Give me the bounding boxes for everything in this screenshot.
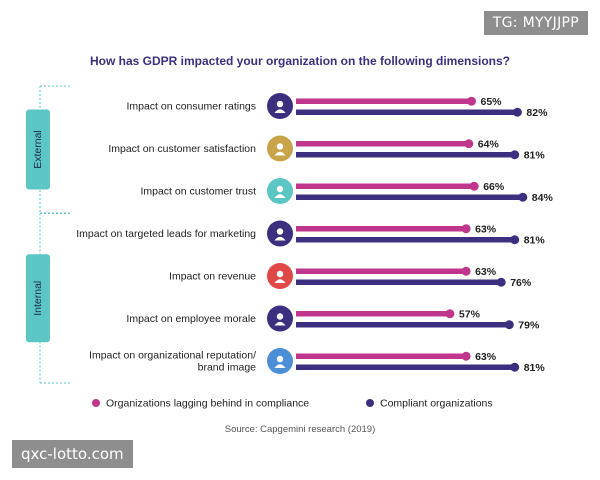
reputation-icon-body	[274, 364, 286, 368]
bar-end-dot	[461, 266, 471, 276]
trust-icon-head	[276, 185, 284, 193]
category-label: Impact on revenue	[169, 271, 256, 283]
satisfaction-icon-head	[276, 143, 284, 150]
revenue-icon-body	[274, 279, 286, 283]
ratings-icon-body	[274, 109, 286, 113]
category-label: Impact on customer satisfaction	[108, 143, 256, 155]
legend-marker	[92, 399, 100, 407]
bar	[296, 353, 467, 359]
bar-end-dot	[461, 351, 471, 361]
target-icon-head	[276, 228, 284, 235]
bar-end-dot	[469, 181, 479, 191]
revenue-icon-head	[276, 270, 284, 278]
bar	[296, 322, 510, 328]
group-badge	[26, 254, 50, 343]
legend-label: Organizations lagging behind in complian…	[106, 398, 309, 410]
data-label: 84%	[532, 192, 554, 204]
data-label: 81%	[524, 149, 546, 161]
bar	[296, 152, 515, 158]
data-label: 82%	[526, 107, 548, 119]
bar-end-dot	[510, 362, 520, 372]
bar	[296, 98, 472, 104]
group-badge	[26, 109, 50, 190]
satisfaction-icon-body	[274, 151, 286, 156]
bar-end-dot	[445, 309, 455, 319]
data-label: 63%	[475, 266, 497, 278]
bar-end-dot	[461, 224, 471, 234]
bar-end-dot	[464, 139, 474, 149]
category-label: Impact on customer trust	[140, 186, 256, 198]
group-label: Internal	[32, 281, 44, 316]
category-label: Impact on consumer ratings	[126, 101, 256, 113]
bars-layer: External Internal Impact on consumer ratin…	[26, 85, 554, 410]
legend-marker	[366, 399, 374, 407]
data-label: 57%	[459, 308, 481, 320]
data-label: 81%	[524, 234, 546, 246]
data-label: 63%	[475, 351, 497, 363]
morale-icon-body	[274, 321, 286, 326]
category-label: Impact on targeted leads for marketing	[76, 228, 256, 240]
data-label: 64%	[478, 138, 500, 150]
chart-source: Source: Capgemini research (2019)	[225, 424, 376, 435]
category-label: Impact on employee morale	[126, 313, 256, 325]
reputation-icon-head	[276, 355, 284, 363]
data-label: 63%	[475, 223, 497, 235]
bar	[296, 237, 515, 243]
data-label: 79%	[518, 319, 540, 331]
bar-end-dot	[512, 107, 522, 117]
bar	[296, 109, 518, 115]
ratings-icon-head	[276, 100, 284, 108]
watermark-tg: TG: MYYJJPP	[483, 11, 588, 35]
morale-icon-head	[276, 313, 284, 320]
bar	[296, 194, 523, 200]
group-label: External	[32, 130, 44, 169]
category-label: brand image	[198, 362, 257, 374]
legend-label: Compliant organizations	[380, 398, 493, 410]
bar	[296, 279, 502, 285]
bar-end-dot	[510, 150, 520, 160]
data-label: 65%	[481, 96, 503, 108]
trust-icon-body	[274, 194, 286, 198]
bar	[296, 183, 475, 189]
category-label: Impact on organizational reputation/	[89, 350, 256, 362]
target-icon-body	[274, 236, 286, 241]
bar	[296, 141, 469, 147]
bar-end-dot	[504, 320, 514, 330]
bar-end-dot	[518, 192, 528, 202]
watermark-site: qxc-lotto.com	[12, 440, 133, 468]
bar	[296, 268, 467, 274]
bar	[296, 364, 515, 370]
bar-end-dot	[496, 277, 506, 287]
bar-end-dot	[467, 96, 476, 106]
chart-title: How has GDPR impacted your organization …	[90, 54, 510, 68]
bar-end-dot	[510, 235, 520, 245]
bar	[296, 311, 450, 317]
data-label: 66%	[483, 181, 505, 193]
bar	[296, 226, 467, 232]
data-label: 76%	[510, 277, 532, 289]
data-label: 81%	[524, 362, 546, 374]
